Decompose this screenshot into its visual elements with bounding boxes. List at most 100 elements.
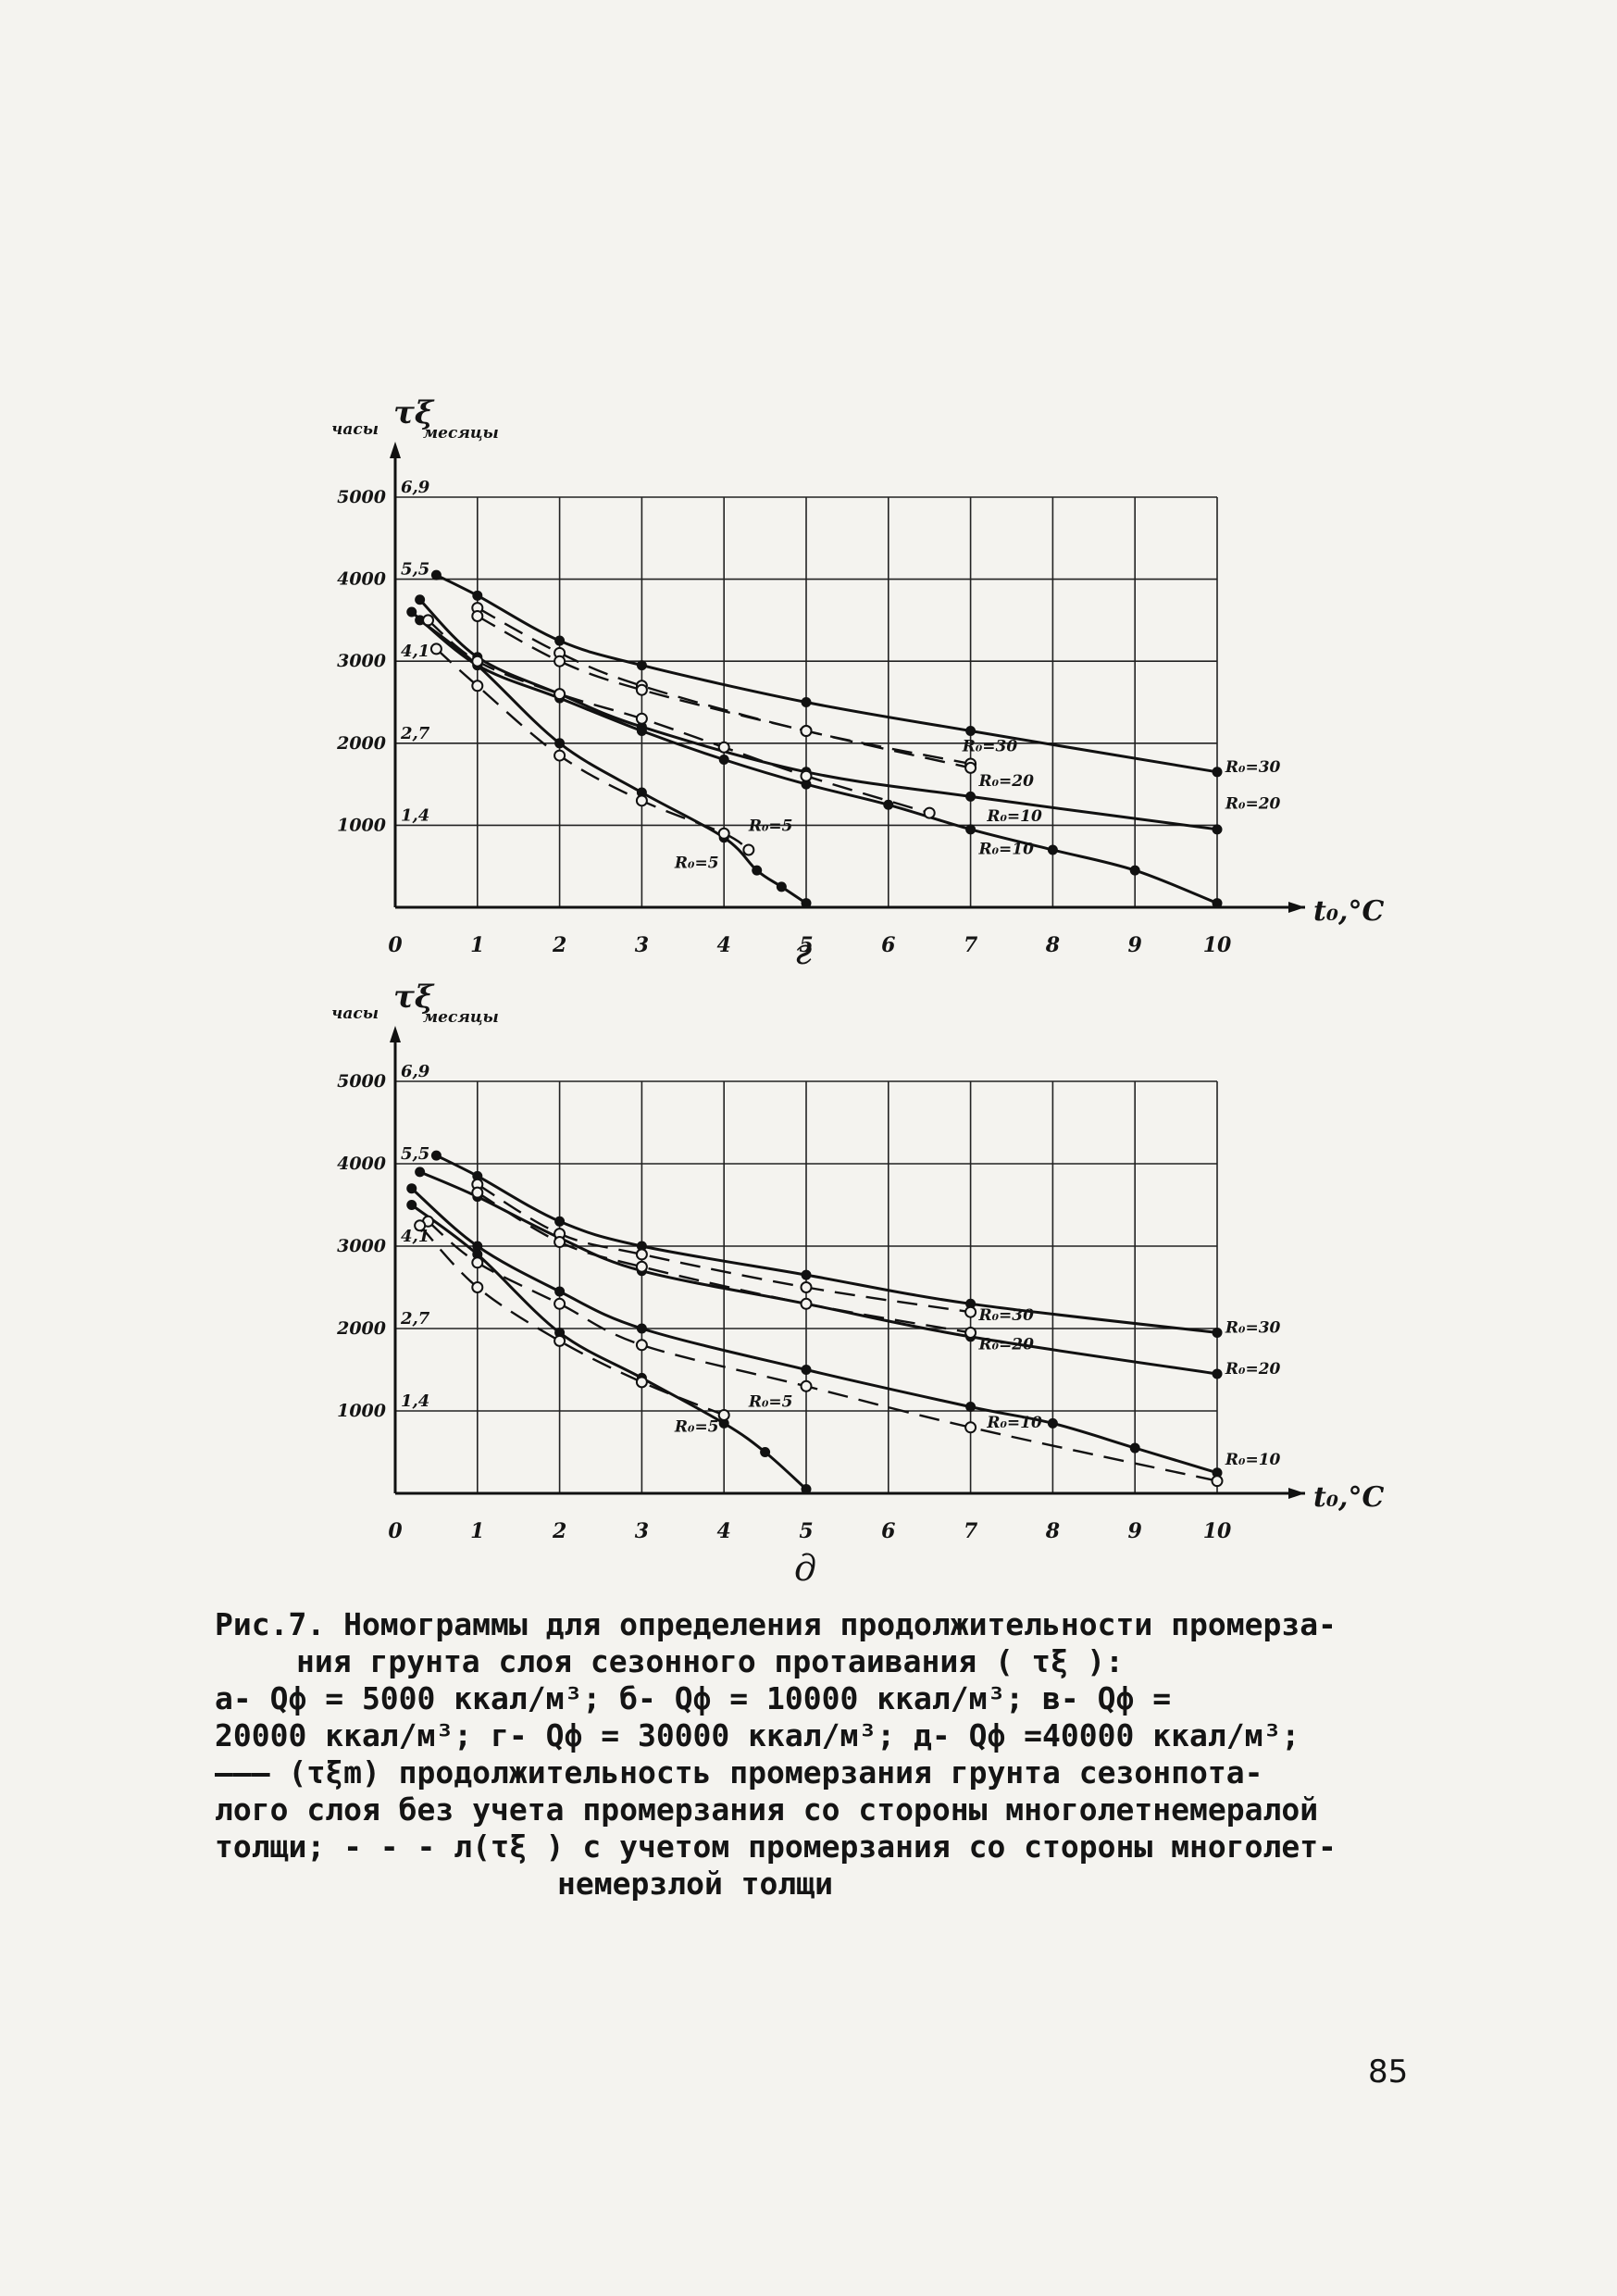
data-point [472,1241,483,1252]
x-axis-label: t₀,°C [1313,895,1384,928]
data-point [635,1248,648,1261]
figure-caption: Рис.7. Номограммы для определения продол… [215,1606,1409,1903]
data-point [965,1298,976,1309]
data-point [554,738,566,749]
x-tick-label: 0 [388,933,403,957]
y-tick-months: 4,1 [401,642,429,661]
x-tick-label: 3 [635,1519,649,1543]
data-point [471,1186,484,1199]
series-line [410,1204,807,1491]
x-tick-label: 1 [470,933,484,957]
y-tick-months: 2,7 [400,724,430,743]
series-line [477,615,971,769]
data-point [636,1241,647,1252]
data-point [635,1260,648,1273]
data-point [472,1170,483,1181]
data-point [964,1305,977,1318]
data-point [414,1219,427,1232]
curve-label: R₀=10 [1225,1451,1281,1469]
curve-label: R₀=5 [674,1417,719,1436]
data-point [554,1334,566,1347]
data-point [717,741,730,754]
y-tick-hours: 2000 [336,733,386,754]
series-line [427,618,930,815]
y-tick-months: 1,4 [401,1391,429,1411]
data-point [800,1297,813,1310]
series-line [435,1154,1218,1334]
data-point [635,794,648,807]
x-tick-label: 6 [881,933,895,957]
data-point [636,1323,647,1334]
data-point [1212,1467,1223,1479]
data-point [636,726,647,737]
data-point [801,697,812,707]
series-line [435,573,1218,774]
data-point [801,779,812,790]
data-point [1212,1327,1223,1338]
y-tick-hours: 4000 [337,569,386,590]
data-point [635,1376,648,1389]
x-tick-label: 3 [635,933,649,957]
data-point [415,615,426,626]
data-point [801,898,812,909]
data-point [776,881,787,892]
curve-label: R₀=10 [986,1414,1042,1432]
y-tick-hours: 5000 [337,1071,386,1092]
data-point [429,643,442,655]
series-line [435,648,750,851]
data-point [800,1379,813,1392]
data-point [800,725,813,738]
nomogram-chart-g: часы τξ месяцы t₀,°C 0 1 2 3 4 5 6 7 8 9 10 1000 2000 300… [0,352,1617,981]
y-tick-months: 5,5 [401,560,429,580]
panel-letter-g: г [794,931,813,972]
series-line [477,606,971,766]
caption-line-1: Рис.7. Номограммы для определения продол… [215,1606,1337,1642]
data-point [800,1281,813,1293]
data-point [415,594,426,605]
x-tick-label: 10 [1203,933,1232,957]
data-point [1047,1417,1058,1429]
x-tick-label: 9 [1128,933,1142,957]
data-point [635,683,648,696]
data-point [965,824,976,835]
data-point [554,1286,566,1297]
data-point [554,1236,566,1249]
data-point [1212,824,1223,835]
data-point [471,609,484,622]
data-point [717,827,730,840]
data-point [554,1297,566,1310]
data-point [554,635,566,646]
data-point [964,761,977,774]
curve-label: R₀=5 [748,1393,793,1412]
x-tick-label: 9 [1128,1519,1142,1543]
x-tick-label: 8 [1045,933,1060,957]
data-point [752,865,763,876]
data-point [965,726,976,737]
series-line [418,1224,725,1416]
data-point [636,660,647,671]
data-point [471,680,484,693]
data-point [964,1326,977,1339]
caption-line-3: а- Qф = 5000 ккал/м³; б- Qф = 10000 ккал… [215,1680,1172,1716]
y-tick-months: 5,5 [401,1144,429,1164]
data-point [472,1249,483,1260]
data-point [554,655,566,668]
series-line [410,1187,1218,1475]
y-tick-months: 6,9 [401,1062,430,1081]
data-point [1047,844,1058,855]
data-point [718,755,729,766]
data-point [635,1339,648,1352]
data-point [471,655,484,668]
y-label-hours: часы [331,420,379,439]
data-point [422,614,435,627]
series-line [418,618,807,905]
y-tick-months: 4,1 [401,1227,429,1246]
curve-label: R₀=20 [1225,1360,1281,1379]
data-point [800,769,813,782]
data-point [801,1269,812,1280]
page-number: 85 [1368,2053,1409,2090]
curve-label: R₀=5 [674,854,719,872]
x-tick-label: 1 [470,1519,484,1543]
caption-line-2: ния грунта слоя сезонного протаивания ( … [296,1643,1125,1679]
x-tick-label: 5 [799,933,813,957]
